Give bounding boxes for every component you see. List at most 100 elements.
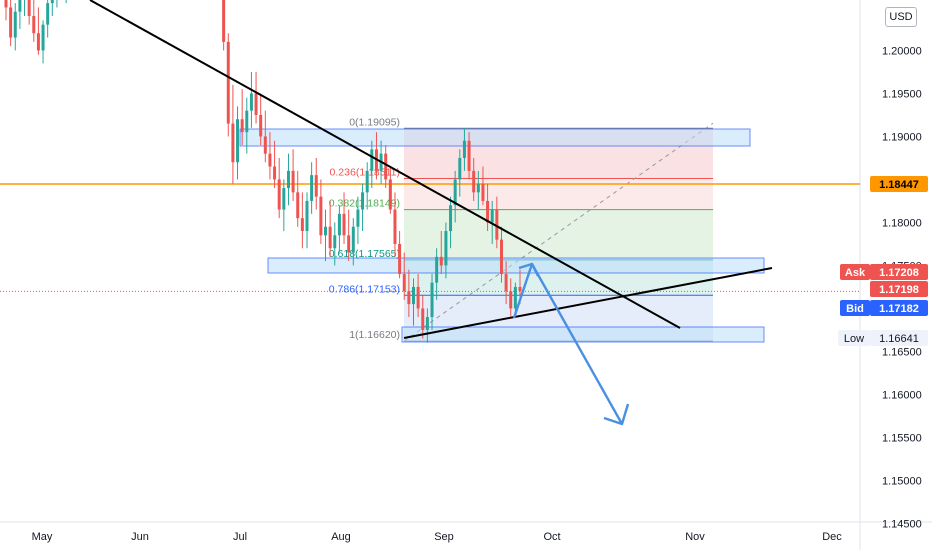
low-price-badge: 1.16641 bbox=[879, 333, 919, 345]
time-tick-label: Jun bbox=[131, 531, 149, 543]
price-zone[interactable] bbox=[239, 128, 751, 147]
candle-body bbox=[337, 213, 341, 236]
candle-body bbox=[411, 286, 415, 305]
price-zone[interactable] bbox=[401, 326, 765, 343]
candle-body bbox=[319, 196, 323, 236]
candle-body bbox=[50, 0, 54, 4]
candle-body bbox=[4, 0, 8, 8]
zones bbox=[239, 128, 765, 343]
ask-price-badge-bg bbox=[870, 264, 928, 280]
time-axis: May Jun Jul Aug Sep Oct Nov Dec bbox=[32, 531, 843, 543]
candle-body bbox=[481, 183, 485, 201]
candle-body bbox=[231, 123, 235, 163]
candle-body bbox=[324, 226, 328, 236]
candle-body bbox=[430, 282, 434, 318]
candle-body bbox=[499, 239, 503, 275]
candle-body bbox=[13, 11, 17, 38]
bid-price-badge: 1.17182 bbox=[879, 303, 919, 315]
candle-body bbox=[425, 317, 429, 330]
candle-body bbox=[407, 291, 411, 305]
ask-label-badge-bg bbox=[840, 264, 870, 280]
fib-trend-line bbox=[403, 122, 714, 342]
time-tick-label: Sep bbox=[434, 531, 454, 543]
bid-label-badge-bg bbox=[840, 300, 870, 316]
candle-body bbox=[388, 179, 392, 210]
candle-body bbox=[240, 119, 244, 133]
candle-body bbox=[449, 205, 453, 232]
candle-body bbox=[402, 274, 406, 292]
low-price-bg bbox=[870, 330, 928, 346]
low-label-badge: Low bbox=[844, 333, 864, 345]
candle-body bbox=[518, 286, 522, 292]
time-tick-label: Nov bbox=[685, 531, 705, 543]
candle-body bbox=[351, 226, 355, 253]
fib-level-label: 1(1.16620) bbox=[349, 329, 400, 341]
candle-body bbox=[458, 157, 462, 180]
price-badges: 1.18447 Ask 1.17208 1.17198 Bid 1.17182 Low 1.1… bbox=[838, 176, 928, 346]
last-price-badge-bg bbox=[870, 281, 928, 297]
fib-level-label: 0.618(1.17565) bbox=[329, 248, 400, 260]
projection-arrow[interactable] bbox=[512, 262, 630, 426]
projection-arrowhead bbox=[518, 262, 540, 277]
candle-body bbox=[490, 209, 494, 223]
candle-body bbox=[342, 213, 346, 236]
bid-price-badge-bg bbox=[870, 300, 928, 316]
fib-level-label: 0.236(1.18511) bbox=[330, 166, 400, 178]
currency-button-label: USD bbox=[889, 11, 913, 23]
candle-body bbox=[18, 0, 22, 12]
candle-body bbox=[444, 231, 448, 266]
candle-body bbox=[249, 93, 253, 111]
candle-body bbox=[453, 179, 457, 206]
candle-body bbox=[41, 24, 45, 51]
price-tick-label: 1.15000 bbox=[882, 475, 922, 487]
ask-price-badge: 1.17208 bbox=[879, 267, 919, 279]
candle-body bbox=[495, 209, 499, 240]
candle-body bbox=[393, 209, 397, 244]
candle-body bbox=[226, 41, 230, 124]
candle-body bbox=[46, 3, 50, 25]
candle-body bbox=[310, 175, 314, 201]
candle-body bbox=[305, 200, 309, 232]
price-tick-label: 1.20000 bbox=[882, 45, 922, 57]
low-label-bg bbox=[838, 330, 870, 346]
price-tick-label: 1.19500 bbox=[882, 88, 922, 100]
ascending-trendline[interactable] bbox=[403, 267, 773, 339]
candle-body bbox=[416, 286, 420, 309]
fib-level-label: 0.382(1.18149) bbox=[329, 198, 400, 210]
candle-body bbox=[504, 274, 508, 292]
candle-body bbox=[361, 192, 365, 210]
fib-level-label: 0(1.19095) bbox=[349, 116, 400, 128]
candle-body bbox=[513, 286, 517, 309]
candle-body bbox=[245, 110, 249, 133]
price-tick-label: 1.19000 bbox=[882, 131, 922, 143]
candle-body bbox=[439, 256, 443, 266]
resistance-price-badge: 1.18447 bbox=[879, 179, 919, 191]
candle-body bbox=[421, 308, 425, 330]
candle-body bbox=[273, 166, 277, 180]
currency-button[interactable]: USD bbox=[885, 7, 917, 27]
bid-label-badge: Bid bbox=[846, 303, 864, 315]
time-tick-label: Oct bbox=[543, 531, 560, 543]
candle-body bbox=[268, 153, 272, 167]
candle-body bbox=[370, 149, 374, 171]
time-tick-label: May bbox=[32, 531, 53, 543]
candle-body bbox=[476, 183, 480, 193]
candle-body bbox=[32, 16, 36, 34]
candle-body bbox=[472, 170, 476, 193]
candle-body bbox=[384, 153, 388, 180]
candle-body bbox=[27, 0, 31, 17]
candle-body bbox=[236, 119, 240, 163]
candle-body bbox=[296, 192, 300, 219]
candle-body bbox=[398, 243, 402, 275]
candle-body bbox=[314, 175, 318, 197]
candle-body bbox=[263, 136, 267, 154]
descending-trendline[interactable] bbox=[89, 0, 681, 329]
candle-body bbox=[486, 200, 490, 223]
candle-body bbox=[222, 0, 226, 42]
ask-label-badge: Ask bbox=[845, 267, 866, 279]
price-zone[interactable] bbox=[267, 257, 765, 274]
candle-body bbox=[277, 179, 281, 210]
time-tick-label: Aug bbox=[331, 531, 351, 543]
candle-body bbox=[347, 235, 351, 253]
